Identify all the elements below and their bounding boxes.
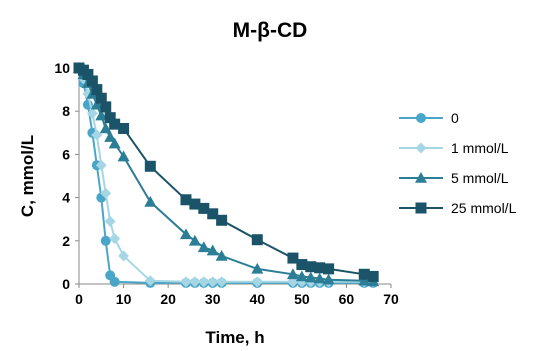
data-point (108, 137, 121, 149)
data-point (118, 250, 130, 262)
legend-item: 1 mmol/L (399, 140, 509, 156)
data-point (99, 122, 112, 134)
legend-item: 5 mmol/L (399, 170, 509, 186)
y-axis-title: C, mmol/L (18, 135, 37, 217)
data-point (117, 150, 130, 162)
series-line (78, 67, 374, 283)
data-point (322, 273, 335, 285)
y-tick-label: 6 (62, 146, 70, 162)
data-point (86, 107, 98, 119)
data-point (95, 159, 107, 171)
y-tick-label: 2 (62, 233, 70, 249)
x-tick-label: 10 (116, 291, 132, 307)
x-tick-label: 40 (249, 291, 265, 307)
series-2 (73, 62, 380, 287)
data-point (104, 112, 116, 124)
data-point (197, 241, 210, 253)
x-axis-title: Time, h (205, 328, 264, 347)
data-point (216, 276, 228, 288)
data-point (109, 118, 121, 130)
data-point (104, 131, 117, 142)
data-point (358, 274, 371, 286)
data-point (287, 276, 299, 288)
data-point (295, 270, 308, 282)
legend-label: 5 mmol/L (451, 170, 509, 186)
data-point (189, 276, 201, 288)
legend-marker (416, 113, 426, 123)
series-line (78, 67, 374, 283)
x-tick-label: 0 (75, 291, 83, 307)
data-point (251, 262, 264, 274)
data-point (90, 98, 103, 110)
data-point (95, 92, 107, 104)
data-point (118, 122, 130, 134)
legend-label: 25 mmol/L (451, 200, 517, 216)
data-point (314, 262, 326, 274)
data-point (296, 259, 308, 271)
data-point (179, 228, 192, 240)
data-point (198, 276, 210, 288)
data-point (86, 75, 98, 87)
data-point (215, 249, 228, 261)
data-point (189, 198, 201, 210)
x-tick-label: 60 (339, 291, 355, 307)
data-point (100, 101, 112, 113)
data-point (304, 271, 317, 283)
legend-label: 0 (451, 110, 459, 126)
legend-item: 0 (399, 110, 459, 126)
series-3 (73, 62, 379, 282)
data-point (358, 268, 370, 280)
data-point (100, 235, 111, 246)
data-point (180, 194, 192, 206)
chart-title: M-β-CD (233, 19, 308, 42)
legend-label: 1 mmol/L (451, 140, 509, 156)
data-point (144, 275, 156, 287)
x-tick-label: 30 (205, 291, 221, 307)
legend-item: 25 mmol/L (399, 200, 517, 216)
data-point (367, 270, 379, 282)
plot-area (73, 62, 380, 288)
data-point (206, 244, 219, 256)
data-point (180, 276, 192, 288)
data-point (287, 252, 299, 264)
legend-marker (415, 202, 427, 214)
x-tick-label: 20 (160, 291, 176, 307)
series-line (78, 67, 374, 278)
data-point (104, 215, 116, 227)
series-0 (74, 63, 379, 288)
series-line (78, 67, 374, 284)
data-point (109, 276, 120, 287)
data-point (323, 263, 335, 275)
data-point (109, 233, 121, 245)
series-1 (73, 62, 379, 288)
data-point (144, 195, 157, 207)
data-point (313, 272, 326, 284)
data-point (305, 261, 317, 273)
data-point (91, 84, 103, 96)
legend: 0 1 mmol/L 5 mmol/L 25 mmol/L (399, 110, 517, 216)
data-point (144, 160, 156, 172)
data-point (251, 234, 263, 246)
data-point (95, 109, 108, 121)
data-point (207, 208, 219, 220)
y-tick-label: 4 (62, 190, 70, 206)
data-point (91, 129, 103, 141)
x-tick-label: 70 (383, 291, 399, 307)
data-point (198, 202, 210, 214)
x-tick-label: 50 (294, 291, 310, 307)
data-point (286, 268, 299, 280)
data-point (216, 214, 228, 226)
tick-labels: 0 10 20 30 40 50 60 70 0 2 4 6 8 10 (54, 60, 399, 307)
legend-marker (415, 172, 427, 183)
data-point (82, 68, 94, 80)
data-point (188, 234, 201, 246)
y-tick-label: 10 (54, 60, 70, 76)
legend-marker (415, 142, 427, 154)
y-tick-label: 0 (62, 276, 70, 292)
data-point (100, 187, 112, 199)
data-point (207, 276, 219, 288)
data-point (251, 276, 263, 288)
y-tick-label: 8 (62, 103, 70, 119)
